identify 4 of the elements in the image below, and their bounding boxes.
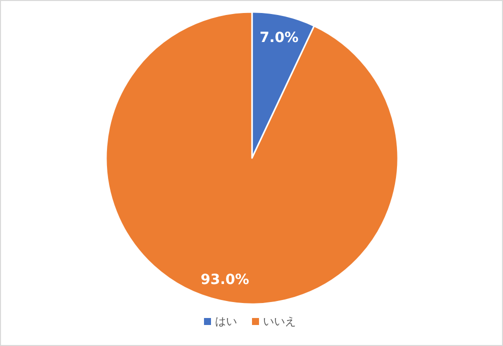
data-label: 7.0% <box>260 30 298 46</box>
legend-label: いいえ <box>263 315 296 328</box>
legend-label: はい <box>215 315 237 328</box>
data-label: 93.0% <box>200 272 250 288</box>
